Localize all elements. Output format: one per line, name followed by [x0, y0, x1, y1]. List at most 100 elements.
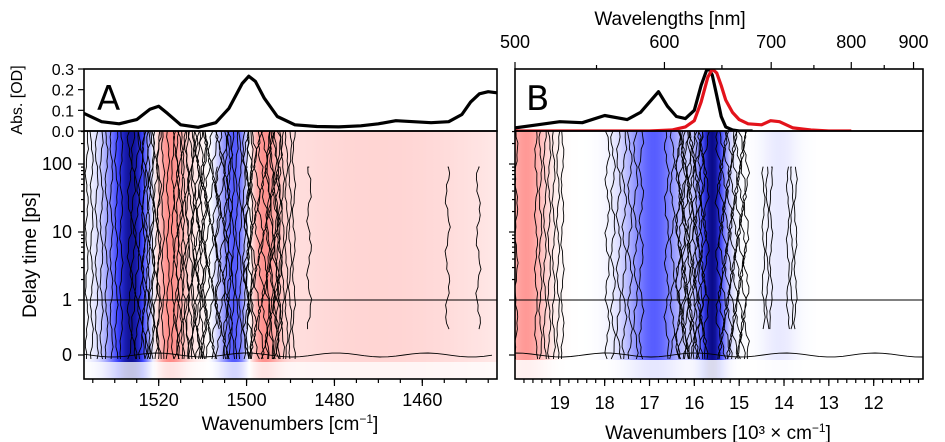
- panel-a-contour-line: [287, 131, 293, 360]
- panel-b-contour-line: [761, 166, 766, 330]
- panel-b-contour-line: [626, 131, 633, 360]
- panel-a-contour-line: [104, 131, 109, 360]
- panel-a-contour-line: [213, 166, 220, 330]
- panel-a-contour-line: [180, 131, 186, 360]
- panel-a-contour-line: [94, 131, 99, 360]
- panel-b-contour-line: [736, 131, 745, 360]
- panel-b-contour-line: [693, 131, 702, 360]
- delay-ytick-label: 10: [52, 222, 72, 242]
- top-axis-label: Wavelengths [nm]: [594, 9, 745, 30]
- panel-b-series-line-1: [515, 69, 852, 131]
- panel-a-contour-line: [141, 131, 148, 360]
- panel-b-xlabel: Wavenumbers [10³ × cm−1]: [605, 421, 831, 442]
- delay-ytick-label: 100: [42, 154, 72, 174]
- panel-a-contour-line: [183, 131, 190, 360]
- panel-b-spectra-plot: [515, 69, 852, 131]
- delay-ytick-label: 1: [62, 290, 72, 310]
- panel-a-contour-line: [260, 131, 269, 360]
- delay-ytick-label: 0: [62, 345, 72, 365]
- panel-a-contour-line: [230, 131, 236, 360]
- panel-b-contour-line: [699, 131, 708, 360]
- panel-a-contour-line: [160, 131, 166, 360]
- panel-b-xtick-label: 19: [550, 393, 570, 413]
- panel-b-contour-line: [768, 166, 774, 330]
- panel-b-contour-line: [669, 131, 676, 360]
- panel-a-contour-line: [234, 131, 239, 360]
- panel-b-contour-line: [638, 131, 645, 360]
- panel-a-contour-line: [203, 131, 212, 360]
- panel-a-contour-line: [156, 131, 163, 360]
- panel-b-contour-line: [731, 131, 739, 360]
- top-axis-tick-label: 500: [500, 32, 530, 52]
- panel-b-contour-line: [663, 131, 670, 360]
- panel-b-xtick-label: 18: [595, 393, 615, 413]
- panel-b-contour-line: [615, 131, 622, 360]
- panel-b-contour-line: [551, 131, 556, 360]
- top-axis-tick-label: 800: [836, 32, 866, 52]
- panel-a-contour-line: [206, 131, 216, 360]
- panel-a-xlabel: Wavenumbers [cm−1]: [202, 412, 379, 435]
- abs-ytick-label: 0.0: [52, 124, 74, 141]
- panel-b-contours: [515, 131, 923, 360]
- panel-b-contour-line: [538, 131, 543, 360]
- panel-a-series-line-0: [84, 74, 497, 129]
- panel-b-contour-line: [533, 131, 539, 360]
- panel-a-absorption-plot: [84, 74, 497, 129]
- panel-b-contour-line: [688, 131, 697, 360]
- top-axis-tick-label: 700: [756, 32, 786, 52]
- panel-a-xlabel-main: Wavenumbers [cm: [202, 414, 360, 435]
- panel-a-contour-line: [176, 131, 183, 360]
- panel-a-contour-line: [265, 131, 271, 360]
- panel-b-contour-line: [682, 131, 691, 359]
- panel-a-contour-line: [84, 131, 89, 360]
- panel-b-contour-line: [677, 131, 686, 360]
- panel-b-contour-line: [697, 131, 704, 360]
- panel-b-contour-line: [680, 131, 688, 360]
- abs-ytick-label: 0.1: [52, 103, 74, 120]
- panel-b-xtick-label: 17: [639, 393, 659, 413]
- panel-a-contour-line: [276, 131, 282, 360]
- panel-b-contour-line: [674, 131, 683, 360]
- abs-ytick-label: 0.2: [52, 83, 74, 100]
- panel-a-xtick-label: 1460: [402, 390, 442, 410]
- panel-a-contour-line: [475, 166, 482, 330]
- panel-a-contour-line: [249, 131, 254, 360]
- panel-a-contour-line: [199, 131, 208, 360]
- panel-b-contour-line: [785, 166, 791, 330]
- panel-a-contour-line: [133, 131, 141, 360]
- panel-b-xtick-label: 12: [864, 393, 884, 413]
- panel-b-contour-line: [632, 131, 639, 360]
- panel-a-contour-line: [119, 131, 124, 360]
- panel-b-letter: B: [526, 79, 549, 119]
- panel-a-contour-line: [306, 166, 313, 330]
- panel-b-contour-line: [542, 131, 548, 360]
- panel-b-contour-line: [604, 131, 611, 360]
- panel-b-contour-line: [789, 166, 794, 330]
- panel-a-xtick-label: 1520: [139, 390, 179, 410]
- panel-b-contour-line: [742, 131, 750, 360]
- panel-b-xlabel-main: Wavenumbers [10³ × cm: [605, 423, 812, 442]
- panel-a-contour-line: [180, 131, 187, 360]
- panel-a-xlabel-end: ]: [373, 414, 378, 435]
- panel-b-xlabel-end: ]: [826, 423, 831, 442]
- panel-a-xtick-label: 1500: [227, 390, 267, 410]
- panel-a-contour-line: [148, 131, 155, 360]
- panel-a-contour-line: [137, 131, 144, 360]
- panel-a-contour-line: [114, 131, 119, 360]
- panel-a-xtick-label: 1480: [314, 390, 354, 410]
- panel-a-contour-line: [89, 131, 94, 360]
- panel-a-contour-line: [238, 131, 243, 360]
- panel-a-xlabel-sup: −1: [359, 412, 373, 426]
- panel-b-contour-line: [702, 131, 710, 360]
- panel-a-contour-line: [284, 131, 289, 360]
- panel-a-contour-line: [280, 131, 286, 360]
- panel-b-contour-line: [621, 131, 628, 360]
- panel-a-contour-line: [223, 131, 228, 360]
- abs-ylabel: Abs. [OD]: [9, 65, 26, 134]
- panel-b-series-line-0: [515, 69, 753, 131]
- panel-a-contour-line: [253, 131, 262, 360]
- top-axis-tick-label: 900: [899, 32, 929, 52]
- panel-a-contour-line: [126, 131, 133, 360]
- panel-a-contour-line: [268, 131, 276, 360]
